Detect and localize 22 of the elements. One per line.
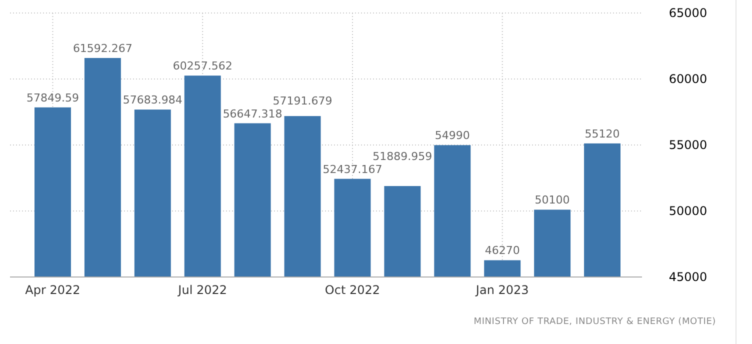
data-label: 61592.267 [72, 42, 132, 55]
x-tick-label: Jan 2023 [474, 283, 529, 297]
x-tick-label: Jul 2022 [177, 283, 228, 297]
data-label: 50100 [534, 194, 570, 207]
data-label: 51889.959 [372, 150, 432, 163]
data-label: 55120 [584, 127, 620, 140]
y-tick-label: 50000 [668, 204, 708, 218]
data-label: 52437.167 [322, 162, 382, 176]
data-label: 57849.59 [26, 91, 79, 104]
data-label: 57683.984 [122, 94, 182, 107]
x-tick-label: Oct 2022 [324, 283, 380, 297]
y-tick-label: 65000 [668, 6, 708, 20]
data-label: 60257.562 [172, 60, 232, 73]
y-tick-label: 45000 [668, 270, 708, 284]
y-tick-label: 60000 [668, 72, 708, 86]
data-label: 46270 [484, 244, 520, 258]
y-tick-label: 55000 [668, 138, 708, 152]
data-label: 57191.679 [272, 94, 332, 108]
data-label: 56647.318 [222, 107, 282, 120]
x-tick-label: Apr 2022 [25, 283, 80, 297]
data-label: 54990 [434, 129, 470, 142]
text: MINISTRY OF TRADE, INDUSTRY & ENERGY (MOTIE) [474, 317, 716, 327]
